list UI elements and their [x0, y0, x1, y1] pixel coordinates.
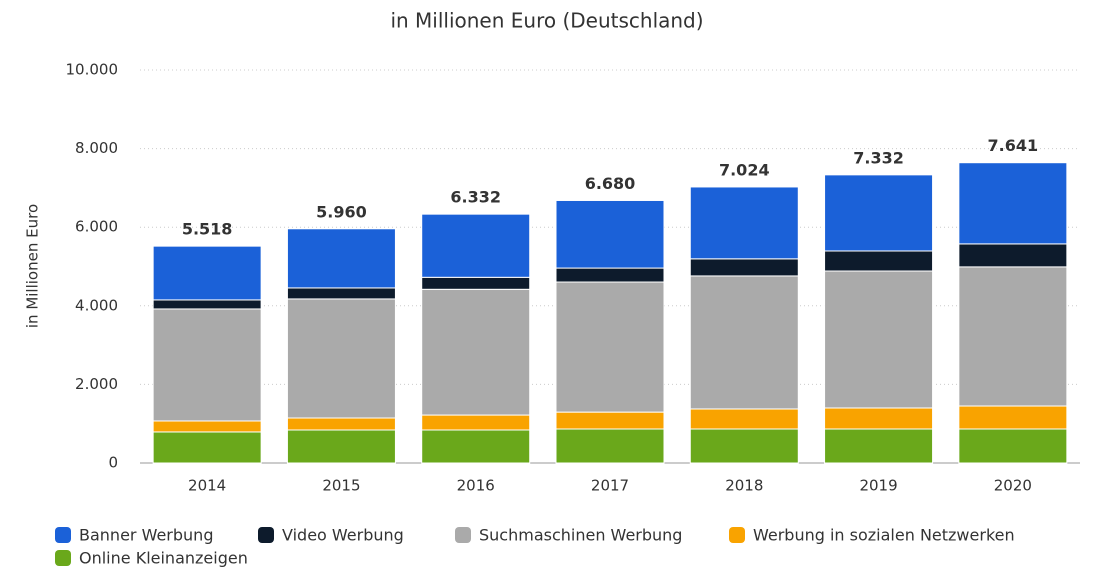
- legend-swatch: [455, 527, 471, 543]
- bar-segment: [958, 405, 1068, 430]
- legend-label: Banner Werbung: [79, 526, 213, 545]
- bar-segment: [689, 408, 799, 430]
- y-tick-label: 6.000: [75, 218, 118, 236]
- y-tick-label: 4.000: [75, 296, 118, 314]
- bar-segment: [824, 174, 934, 252]
- bar-segment: [152, 420, 262, 433]
- bar-segment: [286, 417, 396, 431]
- y-axis-label: in Millionen Euro: [24, 204, 42, 328]
- x-tick-label: 2014: [188, 477, 226, 495]
- x-tick-label: 2019: [859, 477, 897, 495]
- legend-swatch: [55, 550, 71, 566]
- legend-label: Werbung in sozialen Netzwerken: [753, 526, 1015, 545]
- x-tick-label: 2017: [591, 477, 629, 495]
- bar-segment: [421, 213, 531, 278]
- x-tick-label: 2015: [322, 477, 360, 495]
- bar-segment: [555, 267, 665, 283]
- bar-segment: [689, 258, 799, 277]
- legend-swatch: [729, 527, 745, 543]
- bar-segment: [152, 245, 262, 301]
- bar-segment: [958, 243, 1068, 268]
- bar-segment: [555, 428, 665, 464]
- legend-label: Suchmaschinen Werbung: [479, 526, 682, 545]
- bar-segment: [824, 270, 934, 409]
- bar-segment: [555, 199, 665, 269]
- legend-label: Video Werbung: [282, 526, 404, 545]
- bar-segment: [152, 431, 262, 464]
- bar-segment: [286, 228, 396, 289]
- y-tick-label: 8.000: [75, 139, 118, 157]
- x-tick-label: 2018: [725, 477, 763, 495]
- x-tick-label: 2016: [457, 477, 495, 495]
- total-label: 7.641: [988, 136, 1039, 155]
- legend-swatch: [258, 527, 274, 543]
- bar-segment: [152, 308, 262, 422]
- chart-title: in Millionen Euro (Deutschland): [390, 9, 703, 33]
- total-label: 5.960: [316, 202, 367, 221]
- bar-segment: [286, 287, 396, 300]
- bar-segment: [421, 429, 531, 464]
- total-label: 7.332: [853, 148, 904, 167]
- bar-segment: [689, 186, 799, 260]
- bar-segment: [152, 299, 262, 310]
- bar-segment: [958, 162, 1068, 245]
- bar-segment: [958, 428, 1068, 464]
- bar-segment: [689, 428, 799, 464]
- y-tick-label: 0: [108, 454, 118, 472]
- total-label: 7.024: [719, 160, 770, 179]
- bar-segment: [286, 298, 396, 419]
- bar-segment: [824, 250, 934, 272]
- legend-label: Online Kleinanzeigen: [79, 549, 248, 568]
- y-tick-label: 10.000: [66, 61, 119, 79]
- bar-segment: [958, 266, 1068, 407]
- bar-segment: [824, 428, 934, 464]
- total-label: 6.332: [450, 188, 501, 207]
- total-label: 5.518: [182, 220, 233, 239]
- bar-segment: [421, 276, 531, 290]
- bar-segment: [421, 288, 531, 416]
- bar-segment: [689, 275, 799, 410]
- bar-segment: [286, 429, 396, 464]
- y-tick-label: 2.000: [75, 375, 118, 393]
- bar-segment: [555, 281, 665, 413]
- total-label: 6.680: [585, 174, 636, 193]
- bar-segment: [555, 411, 665, 430]
- bar-segment: [421, 414, 531, 431]
- bar-segment: [824, 407, 934, 430]
- x-tick-label: 2020: [994, 477, 1032, 495]
- legend-swatch: [55, 527, 71, 543]
